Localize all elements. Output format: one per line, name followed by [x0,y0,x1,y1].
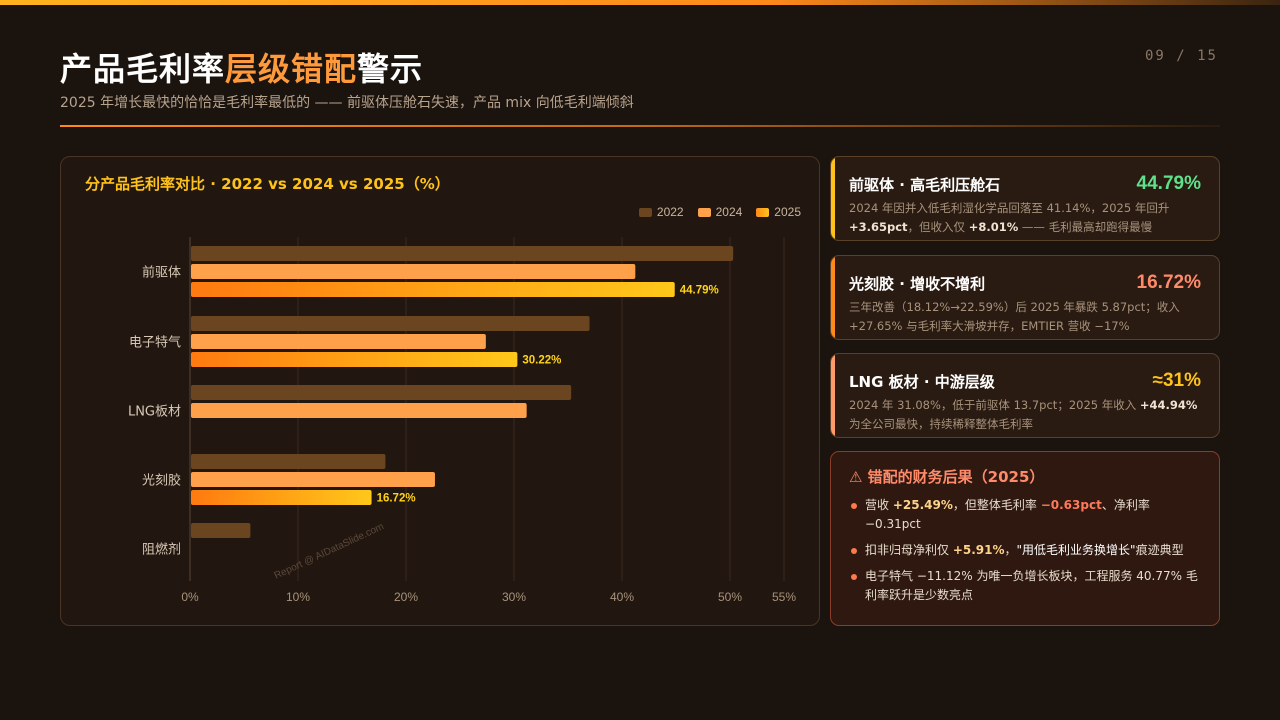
title-part1: 产品毛利率 [60,50,226,88]
legend-swatch-2024 [697,207,711,217]
card-lng: LNG 板材 · 中游层级 ≈31% 2024 年 31.08%，低于前驱体 1… [830,353,1220,438]
legend-swatch-2025 [756,207,770,217]
legend-label-2022: 2022 [656,205,684,219]
card-lng-title: LNG 板材 · 中游层级 [849,372,995,391]
page-title: 产品毛利率层级错配警示 [60,44,423,90]
x-tick-label: 50% [718,590,742,604]
bar-chart: 0% 10% 20% 30% 40% 50% 55% 前驱体 44.79% 电子特气 30.22% L… [128,237,796,604]
legend-item-2022: 2022 [638,205,684,219]
card-lng-accent [831,354,835,437]
x-tick-label: 55% [772,590,796,604]
x-tick-label: 40% [610,590,634,604]
x-tick-label: 30% [502,590,526,604]
legend-item-2025: 2025 [756,205,801,219]
warning-title: ⚠ 错配的财务后果（2025） [849,468,1045,486]
bar-2022 [191,454,386,469]
top-accent-bar [0,0,1280,5]
bar-2024 [191,403,527,418]
bar-2022 [191,385,572,400]
card-precursor-accent [831,157,835,240]
warning-item: 扣非归母净利仅 +5.91%，"用低毛利业务换增长"痕迹典型 [849,541,1203,560]
category-label: 光刻胶 [142,473,181,489]
legend-item-2024: 2024 [697,205,743,219]
card-photoresist-desc: 三年改善（18.12%→22.59%）后 2025 年暴跌 5.87pct；收入… [849,300,1180,333]
card-photoresist-title: 光刻胶 · 增收不增利 [849,274,986,293]
bar-2022 [191,523,251,538]
category-label: 阻燃剂 [142,542,181,558]
header-rule [60,125,1220,127]
page-subtitle: 2025 年增长最快的恰恰是毛利率最低的 —— 前驱体压舱石失速，产品 mix … [60,95,634,111]
legend-label-2025: 2025 [774,205,801,219]
card-lng-value: ≈31% [1152,370,1201,391]
warning-panel: ⚠ 错配的财务后果（2025） 营收 +25.49%，但整体毛利率 −0.63p… [830,451,1220,626]
bar-2022 [191,316,590,331]
bar-2022 [191,246,734,261]
data-label: 16.72% [377,493,416,505]
warning-list: 营收 +25.49%，但整体毛利率 −0.63pct、净利率 −0.31pct … [849,496,1203,612]
bar-2025 [191,352,518,367]
x-tick-label: 10% [286,590,310,604]
data-label: 44.79% [680,285,719,297]
card-lng-desc: 2024 年 31.08%，低于前驱体 13.7pct；2025 年收入 +44… [849,398,1198,431]
bar-2025 [191,282,675,297]
chart-panel: 分产品毛利率对比 · 2022 vs 2024 vs 2025（%） 2022 … [60,156,820,626]
chart-title: 分产品毛利率对比 · 2022 vs 2024 vs 2025（%） [85,175,450,193]
legend-label-2024: 2024 [715,205,743,219]
card-photoresist-value: 16.72% [1136,272,1201,293]
category-label: 前驱体 [142,265,181,281]
card-precursor: 前驱体 · 高毛利压舱石 44.79% 2024 年因并入低毛利湿化学品回落至 … [830,156,1220,241]
category-label: LNG板材 [128,405,181,420]
card-precursor-desc: 2024 年因并入低毛利湿化学品回落至 41.14%，2025 年回升 +3.6… [849,201,1170,234]
title-part2: 警示 [357,50,424,88]
x-tick-label: 20% [394,590,418,604]
title-highlight: 层级错配 [225,50,358,88]
bar-2024 [191,472,435,487]
bar-2024 [191,334,486,349]
card-precursor-value: 44.79% [1136,173,1201,194]
legend-swatch-2022 [638,207,652,217]
card-precursor-title: 前驱体 · 高毛利压舱石 [849,175,1001,194]
chart-legend: 2022 2024 2025 [638,205,801,219]
x-tick-label: 0% [181,590,199,604]
bar-2025 [191,490,372,505]
watermark: Report @ AIDataSlide.com [273,521,386,582]
category-label: 电子特气 [129,335,181,351]
bar-2024 [191,264,636,279]
page-number: 09 / 15 [1144,48,1218,64]
data-label: 30.22% [522,355,561,367]
card-photoresist: 光刻胶 · 增收不增利 16.72% 三年改善（18.12%→22.59%）后 … [830,255,1220,340]
card-photoresist-accent [831,256,835,339]
warning-item: 电子特气 −11.12% 为唯一负增长板块，工程服务 40.77% 毛利率跃升是… [849,567,1203,605]
warning-item: 营收 +25.49%，但整体毛利率 −0.63pct、净利率 −0.31pct [849,496,1203,534]
